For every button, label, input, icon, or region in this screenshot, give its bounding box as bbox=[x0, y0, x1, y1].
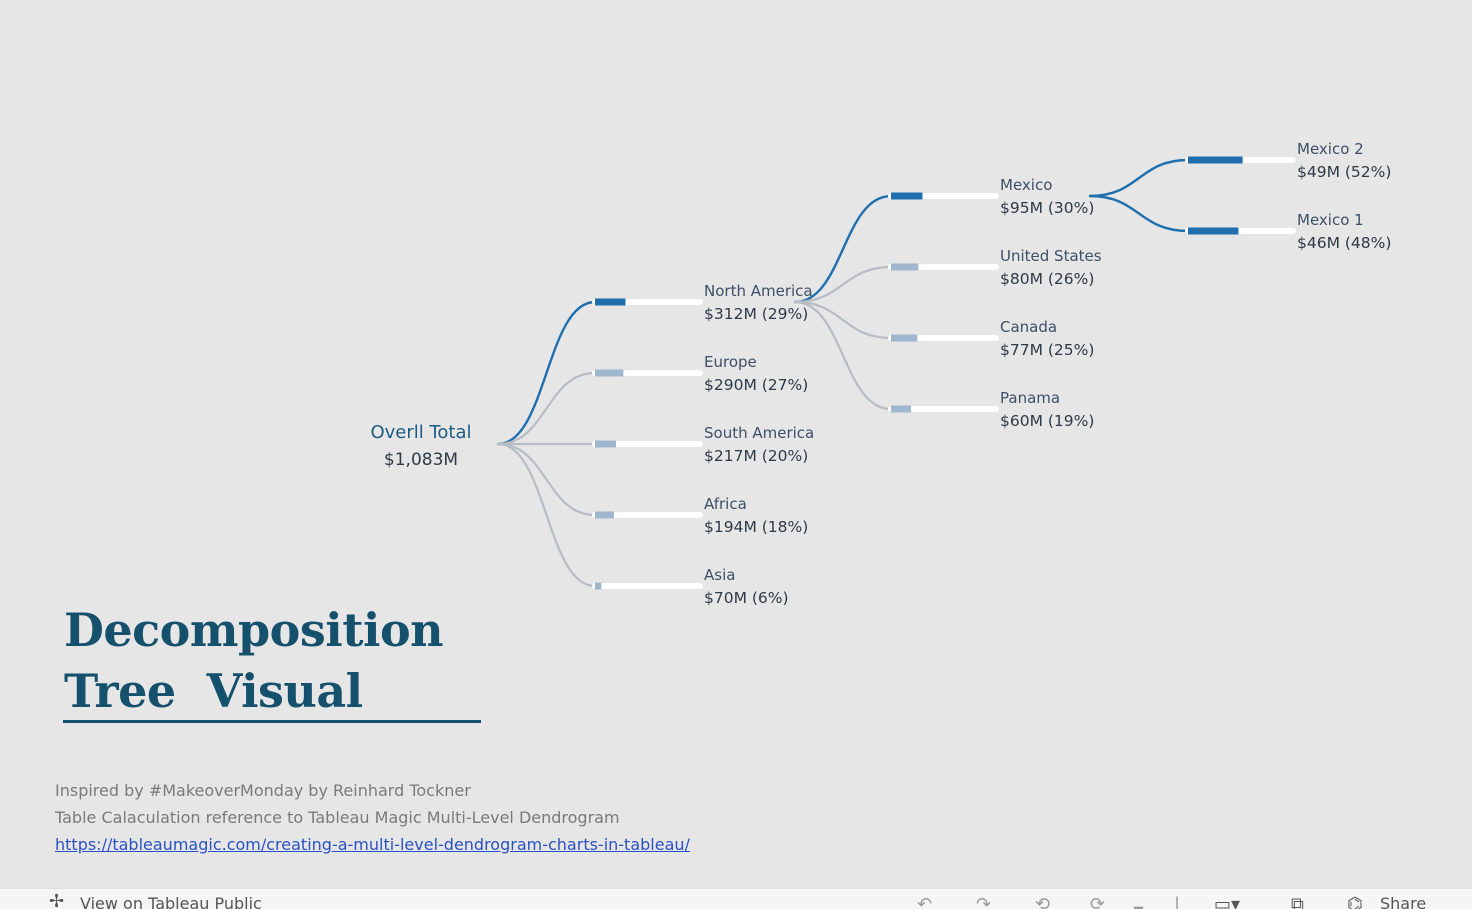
label-canada: Canada bbox=[1000, 318, 1057, 336]
value-asia: $70M (6%) bbox=[704, 589, 789, 607]
root-name-label: Overll Total bbox=[370, 422, 471, 443]
bar-north-america bbox=[595, 298, 626, 306]
link-africa bbox=[496, 442, 597, 517]
link-asia bbox=[496, 442, 597, 588]
reference-link[interactable]: https://tableaumagic.com/creating-a-mult… bbox=[55, 835, 690, 854]
tree-labels: Overll Total $1,083M North America $312M (2… bbox=[370, 140, 1391, 607]
title-underline bbox=[63, 720, 481, 723]
pause-icon[interactable]: ▬ bbox=[1133, 901, 1145, 909]
tableau-toolbar: ✢ View on Tableau Public ↶ ↷ ⟲ ⟳ ▬ | ▭▾ … bbox=[0, 888, 1472, 909]
share-icon[interactable]: ⌬ bbox=[1347, 894, 1363, 909]
bar-mexico bbox=[891, 192, 923, 200]
bar-mexico-2 bbox=[1188, 156, 1243, 164]
label-asia: Asia bbox=[704, 566, 735, 584]
value-united-states: $80M (26%) bbox=[1000, 270, 1094, 288]
refresh-icon[interactable]: ⟳ bbox=[1090, 894, 1106, 909]
link-north-america bbox=[496, 300, 597, 446]
link-mexico bbox=[793, 194, 893, 304]
decomposition-tree: Overll Total $1,083M North America $312M (2… bbox=[370, 140, 1391, 607]
label-mexico-1: Mexico 1 bbox=[1297, 211, 1364, 229]
tableau-logo-icon: ✢ bbox=[49, 891, 65, 909]
tree-links bbox=[496, 158, 1190, 588]
value-panama: $60M (19%) bbox=[1000, 412, 1094, 430]
redo-icon[interactable]: ↷ bbox=[976, 894, 992, 909]
bar-south-america bbox=[595, 440, 616, 448]
value-north-america: $312M (29%) bbox=[704, 305, 808, 323]
link-panama bbox=[793, 300, 893, 411]
link-canada bbox=[793, 300, 893, 340]
root-value-label: $1,083M bbox=[384, 450, 458, 470]
title-line-2: Tree Visual bbox=[64, 664, 363, 718]
credit-reference: Table Calaculation reference to Tableau … bbox=[55, 808, 620, 827]
bar-panama bbox=[891, 405, 911, 413]
bar-asia bbox=[595, 582, 602, 590]
device-layout-icon[interactable]: ▭▾ bbox=[1214, 894, 1241, 909]
value-south-america: $217M (20%) bbox=[704, 447, 808, 465]
label-south-america: South America bbox=[704, 424, 814, 442]
value-mexico: $95M (30%) bbox=[1000, 199, 1094, 217]
link-mexico-2 bbox=[1088, 158, 1190, 198]
value-canada: $77M (25%) bbox=[1000, 341, 1094, 359]
link-europe bbox=[496, 371, 597, 446]
credits: Inspired by #MakeoverMonday by Reinhard … bbox=[55, 780, 690, 861]
title-line-1: Decomposition bbox=[64, 603, 444, 657]
label-panama: Panama bbox=[1000, 389, 1060, 407]
bar-united-states bbox=[891, 263, 919, 271]
bar-europe bbox=[595, 369, 624, 377]
revert-icon[interactable]: ⟲ bbox=[1035, 894, 1051, 909]
tree-bars bbox=[592, 156, 1296, 590]
value-mexico-1: $46M (48%) bbox=[1297, 234, 1391, 252]
share-button[interactable]: Share bbox=[1380, 894, 1427, 909]
link-mexico-1 bbox=[1088, 194, 1190, 233]
label-mexico: Mexico bbox=[1000, 176, 1052, 194]
label-north-america: North America bbox=[704, 282, 813, 300]
label-mexico-2: Mexico 2 bbox=[1297, 140, 1364, 158]
view-on-tableau-public-button[interactable]: View on Tableau Public bbox=[80, 894, 262, 909]
label-united-states: United States bbox=[1000, 247, 1102, 265]
bar-mexico-1 bbox=[1188, 227, 1239, 235]
fullscreen-icon[interactable]: ⧉ bbox=[1291, 894, 1304, 909]
label-europe: Europe bbox=[704, 353, 757, 371]
bar-africa bbox=[595, 511, 614, 519]
label-africa: Africa bbox=[704, 495, 747, 513]
bar-canada bbox=[891, 334, 918, 342]
credit-inspiration: Inspired by #MakeoverMonday by Reinhard … bbox=[55, 781, 471, 800]
undo-icon[interactable]: ↶ bbox=[917, 894, 933, 909]
toolbar-divider: | bbox=[1174, 894, 1181, 909]
page-title: Decomposition Tree Visual bbox=[64, 600, 482, 722]
value-africa: $194M (18%) bbox=[704, 518, 808, 536]
value-mexico-2: $49M (52%) bbox=[1297, 163, 1391, 181]
link-united-states bbox=[793, 265, 893, 304]
value-europe: $290M (27%) bbox=[704, 376, 808, 394]
